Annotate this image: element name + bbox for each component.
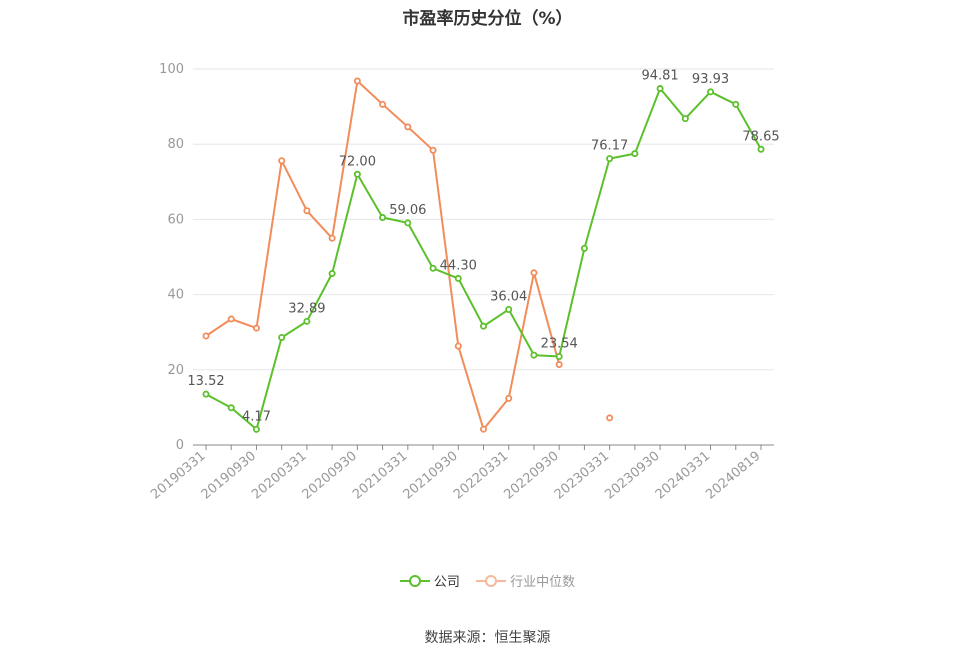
data-point-company bbox=[278, 333, 286, 341]
data-label: 36.04 bbox=[490, 289, 527, 304]
data-label: 32.89 bbox=[288, 301, 325, 316]
x-tick-label: 20220930 bbox=[501, 449, 561, 503]
data-point-industry-median bbox=[252, 324, 260, 332]
data-point-company bbox=[252, 425, 260, 433]
data-label: 23.54 bbox=[541, 336, 578, 351]
data-point-company bbox=[303, 317, 311, 325]
data-point-company bbox=[707, 88, 715, 96]
line-chart: 0 20 40 60 80 100 2019033120190930202003312020… bbox=[148, 62, 779, 503]
x-tick-label: 20190930 bbox=[199, 449, 259, 503]
data-label: 13.52 bbox=[187, 374, 224, 389]
data-point-company bbox=[631, 150, 639, 158]
data-label: 72.00 bbox=[339, 154, 376, 169]
data-point-industry-median bbox=[328, 234, 336, 242]
y-tick-label: 40 bbox=[167, 288, 184, 303]
data-point-company bbox=[479, 322, 487, 330]
data-point-industry-median bbox=[404, 123, 412, 131]
data-point-company bbox=[454, 274, 462, 282]
data-point-company bbox=[505, 305, 513, 313]
x-tick-label: 20240819 bbox=[703, 449, 763, 503]
data-label: 76.17 bbox=[591, 139, 628, 154]
x-tick-label: 20210930 bbox=[401, 449, 461, 503]
data-label: 44.30 bbox=[440, 258, 477, 273]
x-tick-label: 20190331 bbox=[148, 449, 208, 503]
series-line-industry-median bbox=[206, 81, 610, 429]
data-point-company bbox=[580, 244, 588, 252]
y-tick-label: 80 bbox=[167, 137, 184, 152]
data-point-industry-median bbox=[303, 207, 311, 215]
data-point-company bbox=[227, 404, 235, 412]
data-label: 93.93 bbox=[692, 72, 729, 87]
data-point-company bbox=[656, 85, 664, 93]
legend-marker-industry-median-icon bbox=[476, 574, 507, 588]
data-point-industry-median bbox=[479, 425, 487, 433]
data-label: 78.65 bbox=[742, 129, 779, 144]
data-point-company bbox=[353, 170, 361, 178]
data-point-company bbox=[757, 145, 765, 153]
data-point-industry-median bbox=[278, 157, 286, 165]
legend-label-industry-median: 行业中位数 bbox=[510, 575, 576, 590]
data-source: 数据来源：恒生聚源 bbox=[424, 630, 551, 646]
data-point-industry-median bbox=[505, 394, 513, 402]
x-tick-label: 20230930 bbox=[602, 449, 662, 503]
y-tick-label: 100 bbox=[159, 62, 184, 77]
y-tick-label: 0 bbox=[176, 438, 184, 453]
data-point-company bbox=[555, 352, 563, 360]
data-point-industry-median bbox=[227, 315, 235, 323]
data-label: 59.06 bbox=[389, 203, 426, 218]
chart-title: 市盈率历史分位（%） bbox=[402, 9, 573, 29]
y-tick-label: 20 bbox=[167, 363, 184, 378]
data-label: 94.81 bbox=[641, 69, 678, 84]
data-point-company bbox=[328, 270, 336, 278]
data-point-company bbox=[530, 351, 538, 359]
x-tick-label: 20220331 bbox=[451, 449, 511, 503]
data-point-industry-median bbox=[202, 332, 210, 340]
data-point-industry-median bbox=[606, 414, 614, 422]
data-point-company bbox=[681, 115, 689, 123]
data-label: 4.17 bbox=[242, 409, 271, 424]
data-point-company bbox=[606, 155, 614, 163]
data-point-industry-median bbox=[530, 269, 538, 277]
legend: 公司 行业中位数 bbox=[0, 571, 975, 592]
data-point-industry-median bbox=[379, 100, 387, 108]
legend-marker-company-icon bbox=[399, 574, 430, 588]
data-point-company bbox=[732, 100, 740, 108]
data-point-industry-median bbox=[454, 342, 462, 350]
data-point-company bbox=[404, 219, 412, 227]
data-point-company bbox=[379, 214, 387, 222]
legend-item-company[interactable]: 公司 bbox=[399, 571, 460, 590]
data-point-company bbox=[429, 264, 437, 272]
data-point-company bbox=[202, 390, 210, 398]
x-tick-label: 20200331 bbox=[249, 449, 309, 503]
legend-label-company: 公司 bbox=[433, 575, 460, 590]
data-point-industry-median bbox=[353, 77, 361, 85]
y-tick-label: 60 bbox=[167, 212, 184, 227]
data-point-industry-median bbox=[429, 146, 437, 154]
x-tick-label: 20240331 bbox=[653, 449, 713, 503]
legend-item-industry-median[interactable]: 行业中位数 bbox=[476, 571, 575, 590]
x-tick-label: 20200930 bbox=[300, 449, 360, 503]
series-line-company bbox=[205, 87, 762, 431]
x-tick-label: 20210331 bbox=[350, 449, 410, 503]
x-tick-label: 20230331 bbox=[552, 449, 612, 503]
data-point-industry-median bbox=[555, 361, 563, 369]
